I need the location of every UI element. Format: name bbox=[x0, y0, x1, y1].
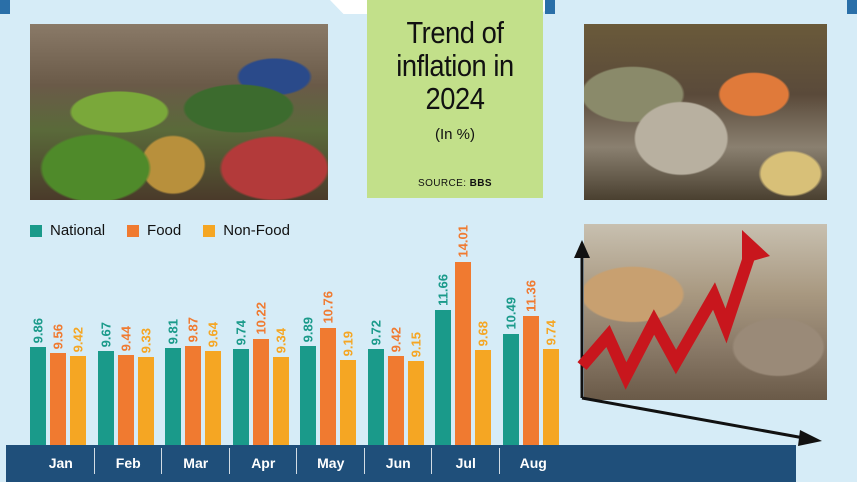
x-axis-label-jun: Jun bbox=[385, 455, 411, 471]
bar-non-food-may bbox=[340, 360, 356, 446]
x-axis-label-may: May bbox=[317, 455, 345, 471]
bar-national-feb bbox=[97, 351, 114, 446]
x-axis-label-apr: Apr bbox=[251, 455, 276, 471]
x-axis-divider bbox=[363, 448, 365, 474]
bar-non-food-apr bbox=[272, 357, 289, 446]
data-label-food-jan: 9.56 bbox=[50, 323, 66, 349]
data-label-food-may: 10.76 bbox=[320, 291, 336, 324]
x-axis-divider bbox=[431, 448, 432, 474]
data-label-national-may: 9.89 bbox=[300, 316, 316, 342]
bar-non-food-jan bbox=[70, 356, 86, 446]
bar-food-jun bbox=[387, 356, 404, 446]
bar-non-food-feb bbox=[137, 357, 154, 446]
bar-national-apr bbox=[232, 349, 249, 446]
data-label-non-food-aug: 9.74 bbox=[543, 319, 558, 345]
data-label-non-food-mar: 9.64 bbox=[205, 321, 221, 347]
data-label-non-food-apr: 9.34 bbox=[273, 327, 288, 353]
bar-group-mar: 9.81 9.87 9.64 bbox=[165, 240, 225, 446]
data-label-non-food-jun: 9.15 bbox=[408, 331, 423, 357]
corner-tab-right bbox=[847, 0, 857, 14]
x-axis-divider bbox=[93, 448, 95, 474]
x-axis-divider bbox=[296, 448, 297, 474]
legend-item-national: National bbox=[30, 222, 105, 239]
x-axis-label-aug: Aug bbox=[519, 455, 547, 471]
bar-national-jul bbox=[435, 310, 451, 446]
title-panel: Trend of inflation in 2024 (In %) SOURCE… bbox=[367, 0, 543, 198]
bar-group-aug: 10.49 11.36 9.74 bbox=[502, 240, 563, 446]
x-axis-divider bbox=[498, 448, 500, 474]
legend-swatch-food bbox=[127, 224, 140, 237]
bar-group-jan: 9.86 9.56 9.42 bbox=[30, 240, 90, 446]
data-label-non-food-may: 9.19 bbox=[340, 330, 356, 356]
data-label-national-apr: 9.74 bbox=[233, 319, 248, 345]
x-axis-label-jul: Jul bbox=[455, 455, 476, 471]
x-axis-label-mar: Mar bbox=[183, 455, 209, 471]
data-label-non-food-feb: 9.33 bbox=[138, 327, 153, 353]
bar-non-food-jun bbox=[407, 361, 424, 446]
vegetable-market-photo bbox=[30, 24, 328, 200]
legend-swatch-national bbox=[30, 224, 42, 237]
corner-tab-left bbox=[0, 0, 10, 14]
grocery-shop-photo bbox=[584, 224, 827, 400]
data-label-food-jul: 14.01 bbox=[455, 225, 471, 258]
data-label-non-food-jul: 9.68 bbox=[475, 320, 491, 346]
legend-swatch-non-food bbox=[203, 224, 216, 237]
data-label-non-food-jan: 9.42 bbox=[70, 326, 86, 352]
source-credit: SOURCE: BBS bbox=[418, 178, 492, 189]
bar-food-may bbox=[320, 328, 336, 446]
bar-food-jul bbox=[455, 262, 471, 446]
x-axis-band bbox=[6, 445, 796, 482]
bar-food-mar bbox=[185, 346, 201, 446]
bar-group-may: 9.89 10.76 9.19 bbox=[300, 240, 360, 446]
chart-title: Trend of inflation in 2024 bbox=[396, 15, 514, 116]
data-label-national-mar: 9.81 bbox=[165, 318, 181, 344]
bar-national-jun bbox=[367, 349, 384, 446]
x-axis-label-jan: Jan bbox=[48, 455, 73, 471]
data-label-national-jun: 9.72 bbox=[368, 319, 383, 345]
bar-national-mar bbox=[165, 348, 181, 446]
bar-group-jun: 9.72 9.42 9.15 bbox=[367, 240, 428, 446]
data-label-food-aug: 11.36 bbox=[523, 280, 538, 312]
bar-national-jan bbox=[30, 347, 46, 446]
data-label-national-aug: 10.49 bbox=[503, 297, 518, 330]
data-label-food-mar: 9.87 bbox=[185, 316, 201, 342]
x-axis-divider bbox=[161, 448, 162, 474]
bar-national-may bbox=[300, 346, 316, 446]
bar-food-apr bbox=[252, 339, 269, 446]
bar-national-aug bbox=[502, 334, 519, 446]
fish-market-photo bbox=[584, 24, 827, 200]
bar-food-jan bbox=[50, 353, 66, 446]
data-label-food-apr: 10.22 bbox=[253, 302, 268, 335]
legend-item-non-food: Non-Food bbox=[203, 222, 290, 239]
chart-legend: National Food Non-Food bbox=[30, 222, 290, 239]
legend-item-food: Food bbox=[127, 222, 181, 239]
corner-tab-center bbox=[545, 0, 555, 14]
chart-subtitle: (In %) bbox=[434, 126, 475, 143]
bar-non-food-aug bbox=[542, 349, 559, 446]
bar-food-aug bbox=[522, 316, 539, 446]
x-axis-divider bbox=[228, 448, 230, 474]
bar-group-apr: 9.74 10.22 9.34 bbox=[232, 240, 293, 446]
x-axis-label-feb: Feb bbox=[115, 455, 141, 471]
data-label-national-feb: 9.67 bbox=[98, 321, 113, 347]
bar-non-food-jul bbox=[475, 350, 491, 446]
data-label-national-jul: 11.66 bbox=[435, 274, 451, 306]
bar-food-feb bbox=[117, 355, 134, 446]
bar-group-jul: 11.66 14.01 9.68 bbox=[435, 225, 495, 446]
bar-non-food-mar bbox=[205, 351, 221, 446]
inflation-bar-chart: 9.86 9.56 9.42 9.67 9.44 9.33 9.81 9.87 9.64 9.74… bbox=[30, 225, 570, 446]
data-label-food-jun: 9.42 bbox=[388, 326, 403, 352]
bar-group-feb: 9.67 9.44 9.33 bbox=[97, 240, 158, 446]
data-label-national-jan: 9.86 bbox=[30, 317, 46, 343]
data-label-food-feb: 9.44 bbox=[118, 325, 133, 351]
